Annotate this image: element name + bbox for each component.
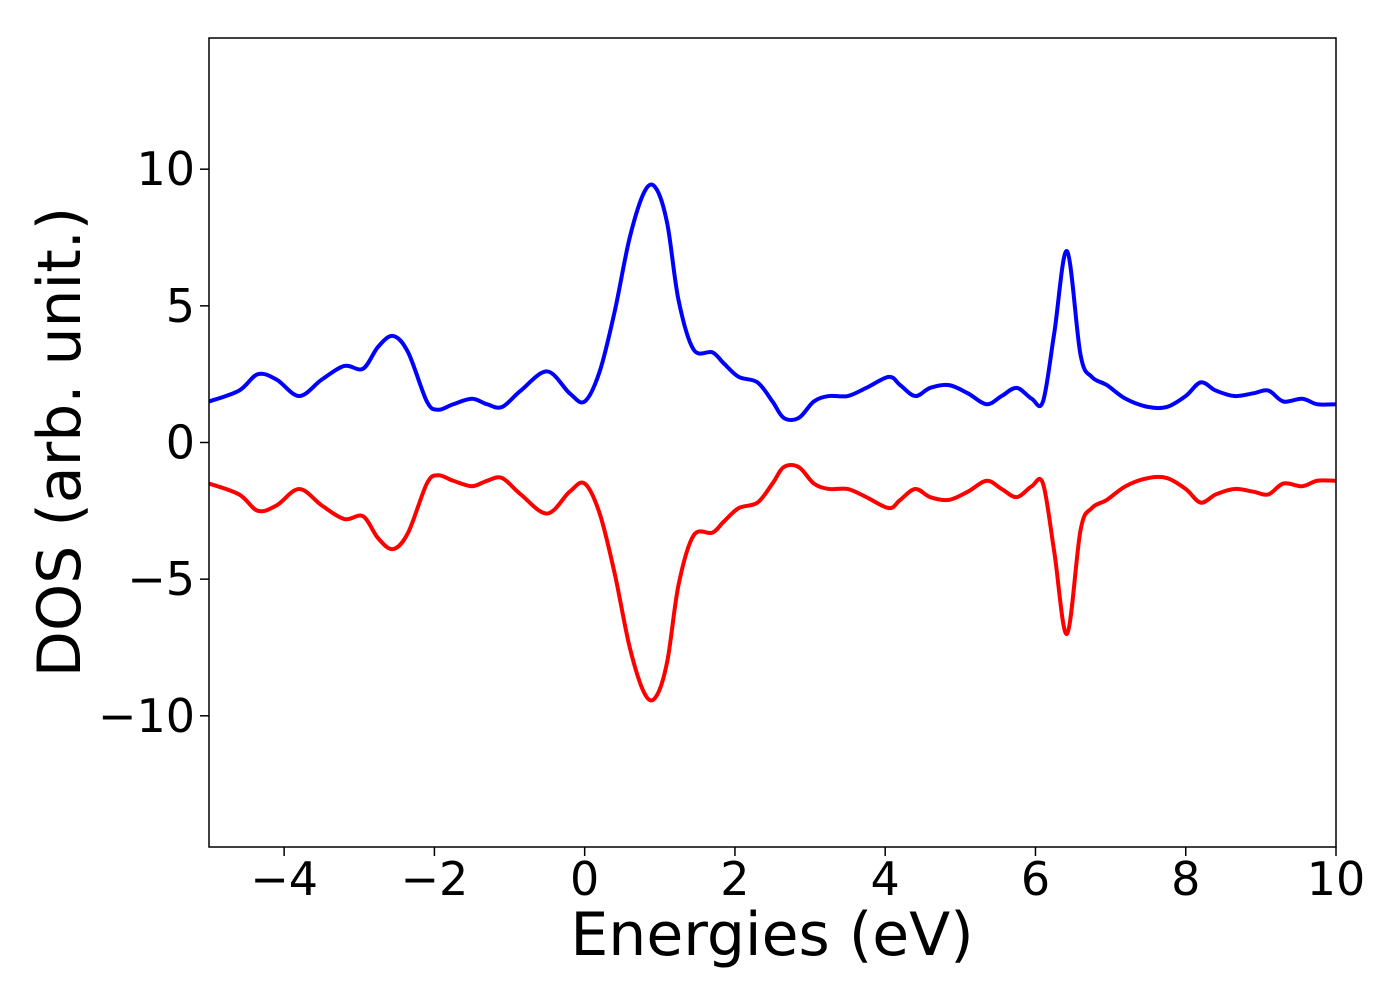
x-tick-label: −4 [250, 852, 318, 906]
y-tick-label: 0 [166, 416, 195, 470]
y-tick-label: 10 [136, 142, 195, 196]
x-tick-label: 10 [1307, 852, 1366, 906]
x-tick-label: 8 [1171, 852, 1200, 906]
series-line-2 [209, 463, 1336, 703]
x-tick-label: −2 [400, 852, 468, 906]
x-tick-label: 4 [871, 852, 900, 906]
series-layer [209, 182, 1336, 703]
y-axis-label: DOS (arb. unit.) [25, 207, 95, 677]
x-axis-ticks: −4 −2 0 2 4 6 8 10 [250, 847, 1365, 906]
x-tick-label: 6 [1021, 852, 1050, 906]
y-tick-label: −10 [98, 689, 195, 743]
x-tick-label: 0 [570, 852, 599, 906]
x-axis-label: Energies (eV) [570, 900, 973, 970]
y-axis-ticks: −10 −5 0 5 10 [98, 142, 209, 743]
x-tick-label: 2 [720, 852, 749, 906]
y-tick-label: 5 [166, 279, 195, 333]
series-line-1 [209, 182, 1336, 422]
y-tick-label: −5 [127, 552, 195, 606]
